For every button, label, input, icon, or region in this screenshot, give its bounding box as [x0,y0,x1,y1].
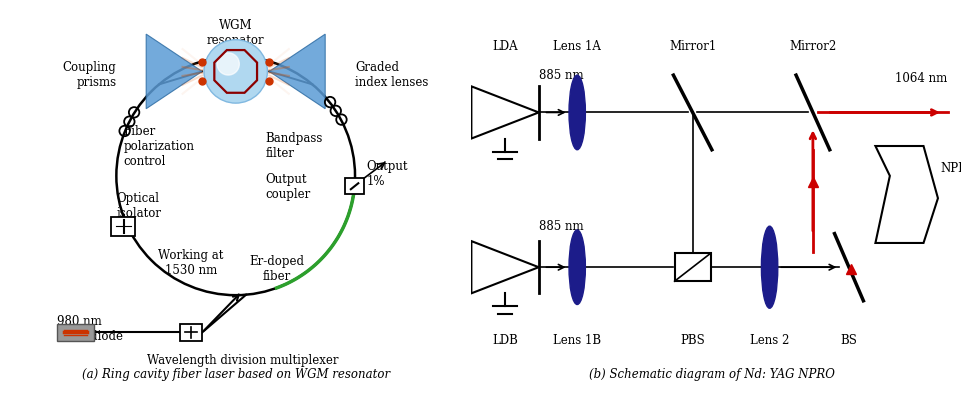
Text: 980 nm
laser diode: 980 nm laser diode [57,315,123,343]
Bar [345,178,363,194]
Text: Mirror1: Mirror1 [668,40,716,53]
Text: Output
coupler: Output coupler [265,173,310,201]
Ellipse shape [568,230,584,304]
Text: PBS: PBS [679,334,704,347]
Text: LDA: LDA [492,40,517,53]
Text: 885 nm: 885 nm [538,69,582,82]
Text: LDB: LDB [492,334,517,347]
Text: NPRO: NPRO [939,162,961,175]
Text: Lens 1A: Lens 1A [553,40,601,53]
Text: Working at
1530 nm: Working at 1530 nm [159,249,223,277]
Text: 1064 nm: 1064 nm [895,72,947,85]
Polygon shape [269,34,325,109]
Ellipse shape [568,75,584,150]
Text: Lens 2: Lens 2 [750,334,788,347]
Text: Wavelength division multiplexer: Wavelength division multiplexer [147,354,338,367]
Bar [674,253,710,281]
Circle shape [217,53,239,75]
Bar [111,217,135,236]
Text: Coupling
prisms: Coupling prisms [62,61,116,89]
Text: Fiber
polarization
control: Fiber polarization control [124,124,195,168]
Text: (b) Schematic diagram of Nd: YAG NPRO: (b) Schematic diagram of Nd: YAG NPRO [588,368,834,381]
Text: BS: BS [840,334,856,347]
Text: Lens 1B: Lens 1B [553,334,601,347]
Polygon shape [146,34,202,109]
Text: Output
1%: Output 1% [366,160,407,188]
Text: Optical
isolator: Optical isolator [116,192,161,220]
Bar [180,324,202,341]
Text: (a) Ring cavity fiber laser based on WGM resonator: (a) Ring cavity fiber laser based on WGM… [82,368,389,381]
Text: Er-doped
fiber: Er-doped fiber [249,255,304,283]
Bar [57,324,94,341]
Ellipse shape [761,226,776,308]
Text: 885 nm: 885 nm [538,220,582,233]
Text: Bandpass
filter: Bandpass filter [265,132,323,160]
Text: Graded
index lenses: Graded index lenses [355,61,428,89]
Text: WGM
resonator: WGM resonator [207,19,264,47]
Text: Mirror2: Mirror2 [788,40,836,53]
Circle shape [204,40,267,103]
